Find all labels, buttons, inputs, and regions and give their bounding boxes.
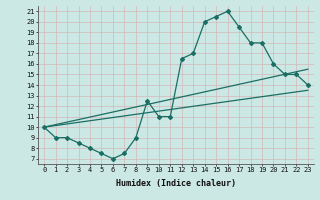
X-axis label: Humidex (Indice chaleur): Humidex (Indice chaleur) xyxy=(116,179,236,188)
